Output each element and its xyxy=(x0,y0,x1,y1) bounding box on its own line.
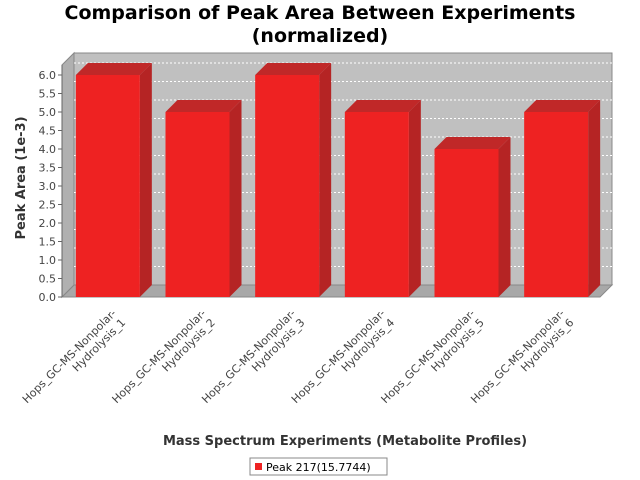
plot-back-wall xyxy=(73,52,613,286)
y-tick-label: 3.5 xyxy=(39,162,57,175)
bar-side xyxy=(498,137,511,297)
bar-face xyxy=(434,149,499,297)
bar xyxy=(255,63,332,297)
bar-face xyxy=(344,112,409,297)
y-tick-label: 6.0 xyxy=(39,69,57,82)
y-tick-label: 3.0 xyxy=(39,180,57,193)
legend-swatch xyxy=(255,463,262,470)
y-tick-label: 4.5 xyxy=(39,125,57,138)
bar-face xyxy=(524,112,589,297)
bar-top xyxy=(75,63,152,75)
bar-side xyxy=(139,63,152,297)
grid-lines xyxy=(74,62,612,267)
bar-top xyxy=(524,100,601,112)
y-tick-label: 4.0 xyxy=(39,143,57,156)
bars xyxy=(75,63,601,297)
legend: Peak 217(15.7744) xyxy=(249,457,388,476)
y-tick-label: 0.0 xyxy=(39,291,57,304)
plot-area xyxy=(60,51,614,299)
y-tick-label: 5.5 xyxy=(39,88,57,101)
bar xyxy=(344,100,421,297)
bar xyxy=(434,137,511,297)
bar-side xyxy=(229,100,242,297)
bar-top xyxy=(165,100,242,112)
y-tick-label: 2.0 xyxy=(39,217,57,230)
chart-title-line-2: (normalized) xyxy=(251,25,389,47)
legend-label: Peak 217(15.7744) xyxy=(266,461,371,474)
plot-side-wall xyxy=(61,51,75,299)
bar-face xyxy=(255,75,320,297)
bar-side xyxy=(588,100,601,297)
bar xyxy=(75,63,152,297)
bar-side xyxy=(319,63,332,297)
y-tick-label: 1.0 xyxy=(39,254,57,267)
chart-title-line-1: Comparison of Peak Area Between Experime… xyxy=(64,2,576,24)
x-axis: Hops_GC-MS-Nonpolar-Hydrolysis_1Hops_GC-… xyxy=(20,307,577,406)
y-tick-label: 0.5 xyxy=(39,273,57,286)
bar-face xyxy=(75,75,140,297)
y-tick-label: 1.5 xyxy=(39,236,57,249)
x-axis-label: Mass Spectrum Experiments (Metabolite Pr… xyxy=(163,434,527,449)
chart-title: Comparison of Peak Area Between Experime… xyxy=(0,2,640,48)
bar-face xyxy=(165,112,230,297)
y-tick-label: 5.0 xyxy=(39,106,57,119)
legend-box xyxy=(249,457,388,476)
bar-top xyxy=(344,100,421,112)
y-tick-label: 2.5 xyxy=(39,199,57,212)
bar xyxy=(524,100,601,297)
y-axis-label: Peak Area (1e-3) xyxy=(14,116,29,239)
bar-side xyxy=(408,100,421,297)
y-axis: 0.0 0.5 1.0 1.5 2.0 2.5 3.0 3.5 4.0 4.5 5.0 5.5 6.0 xyxy=(39,65,63,304)
bar xyxy=(165,100,242,297)
bar-top xyxy=(255,63,332,75)
bar-top xyxy=(434,137,511,149)
